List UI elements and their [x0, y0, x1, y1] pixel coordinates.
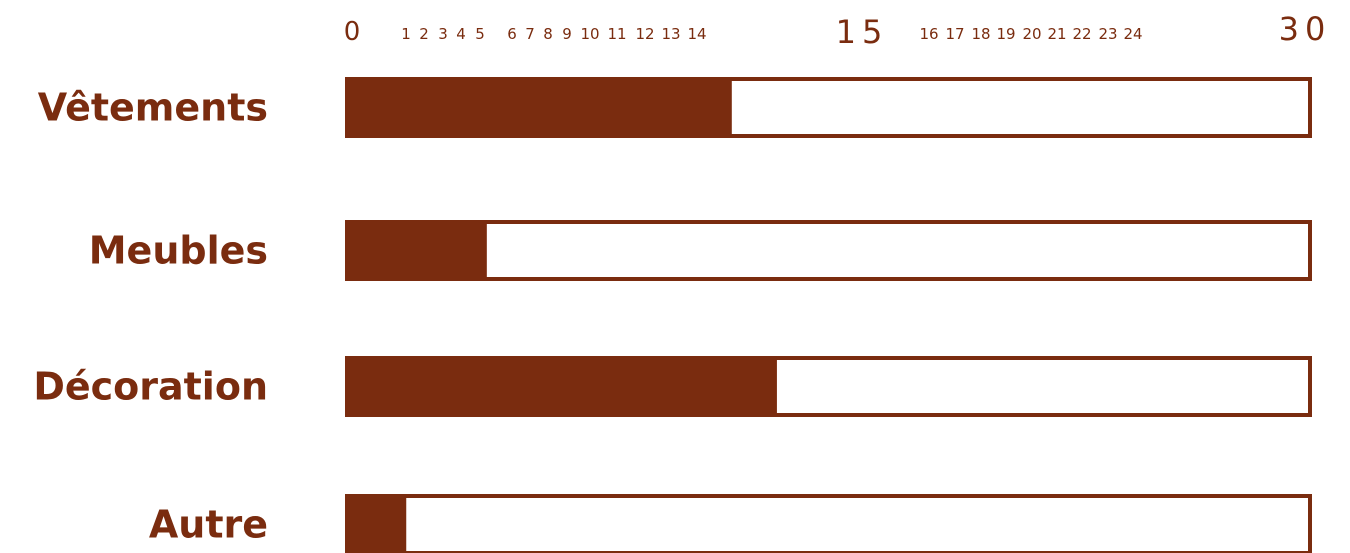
bar	[345, 77, 732, 138]
bar	[345, 356, 777, 417]
x-tick-label: 10	[580, 25, 599, 43]
x-tick-label: 7	[525, 25, 535, 43]
x-tick-label: 22	[1072, 25, 1091, 43]
x-tick-label: 3	[438, 25, 448, 43]
bar-track	[345, 494, 1312, 553]
x-tick-label: 24	[1123, 25, 1142, 43]
x-tick-label: 8	[543, 25, 553, 43]
x-tick-label: 15	[836, 13, 889, 51]
bars	[345, 77, 1312, 553]
x-tick-label: 9	[562, 25, 572, 43]
x-tick-label: 4	[456, 25, 466, 43]
x-tick-label: 11	[607, 25, 626, 43]
x-tick-label: 23	[1098, 25, 1117, 43]
x-tick-label: 16	[919, 25, 938, 43]
x-tick-label: 21	[1047, 25, 1066, 43]
x-tick-label: 1	[401, 25, 411, 43]
x-tick-label: 18	[971, 25, 990, 43]
x-tick-label: 6	[507, 25, 517, 43]
x-tick-label: 12	[635, 25, 654, 43]
category-label: Vêtements	[38, 86, 268, 130]
bar	[345, 220, 487, 281]
category-label: Meubles	[89, 229, 268, 273]
x-tick-label: 30	[1279, 10, 1332, 48]
x-tick-label: 17	[945, 25, 964, 43]
category-labels: Vêtements Meubles Décoration Autre	[33, 86, 268, 547]
x-tick-label: 2	[419, 25, 429, 43]
x-tick-label: 0	[344, 17, 361, 47]
x-tick-label: 14	[687, 25, 706, 43]
x-tick-label: 20	[1022, 25, 1041, 43]
bar	[345, 494, 407, 553]
category-label: Décoration	[33, 365, 268, 409]
x-tick-label: 5	[475, 25, 485, 43]
bar-track	[345, 220, 1312, 281]
x-tick-label: 19	[996, 25, 1015, 43]
axis-ticks: 0 1 2 3 4 5 6 7 8 9 10 11 12 13 14 15 16 17 18 19 20 21 22 23 24…	[344, 10, 1332, 51]
category-label: Autre	[149, 503, 268, 547]
x-tick-label: 13	[661, 25, 680, 43]
